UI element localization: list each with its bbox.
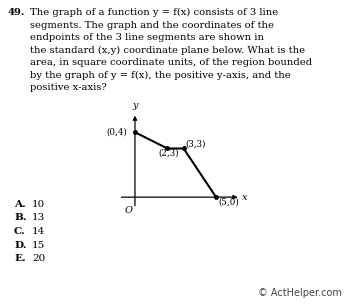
Text: 10: 10 (32, 200, 45, 209)
Text: E.: E. (14, 254, 26, 263)
Text: 49.: 49. (8, 8, 25, 17)
Text: segments. The graph and the coordinates of the: segments. The graph and the coordinates … (30, 21, 274, 29)
Text: The graph of a function y = f(x) consists of 3 line: The graph of a function y = f(x) consist… (30, 8, 278, 17)
Text: the standard (x,y) coordinate plane below. What is the: the standard (x,y) coordinate plane belo… (30, 46, 305, 55)
Text: y: y (132, 101, 138, 110)
Text: (5,0): (5,0) (218, 197, 239, 207)
Text: 14: 14 (32, 227, 45, 236)
Text: B.: B. (14, 214, 27, 222)
Text: 15: 15 (32, 241, 45, 249)
Text: x: x (242, 193, 247, 202)
Text: (3,3): (3,3) (186, 139, 206, 148)
Text: © ActHelper.com: © ActHelper.com (258, 288, 342, 298)
Text: (2,3): (2,3) (159, 149, 179, 158)
Text: positive x-axis?: positive x-axis? (30, 83, 107, 92)
Text: C.: C. (14, 227, 26, 236)
Text: O: O (125, 206, 133, 215)
Text: area, in square coordinate units, of the region bounded: area, in square coordinate units, of the… (30, 58, 312, 67)
Text: 13: 13 (32, 214, 45, 222)
Text: (0,4): (0,4) (107, 128, 128, 137)
Text: by the graph of y = f(x), the positive y-axis, and the: by the graph of y = f(x), the positive y… (30, 70, 291, 80)
Text: endpoints of the 3 line segments are shown in: endpoints of the 3 line segments are sho… (30, 33, 264, 42)
Text: A.: A. (14, 200, 26, 209)
Text: 20: 20 (32, 254, 45, 263)
Text: D.: D. (14, 241, 27, 249)
